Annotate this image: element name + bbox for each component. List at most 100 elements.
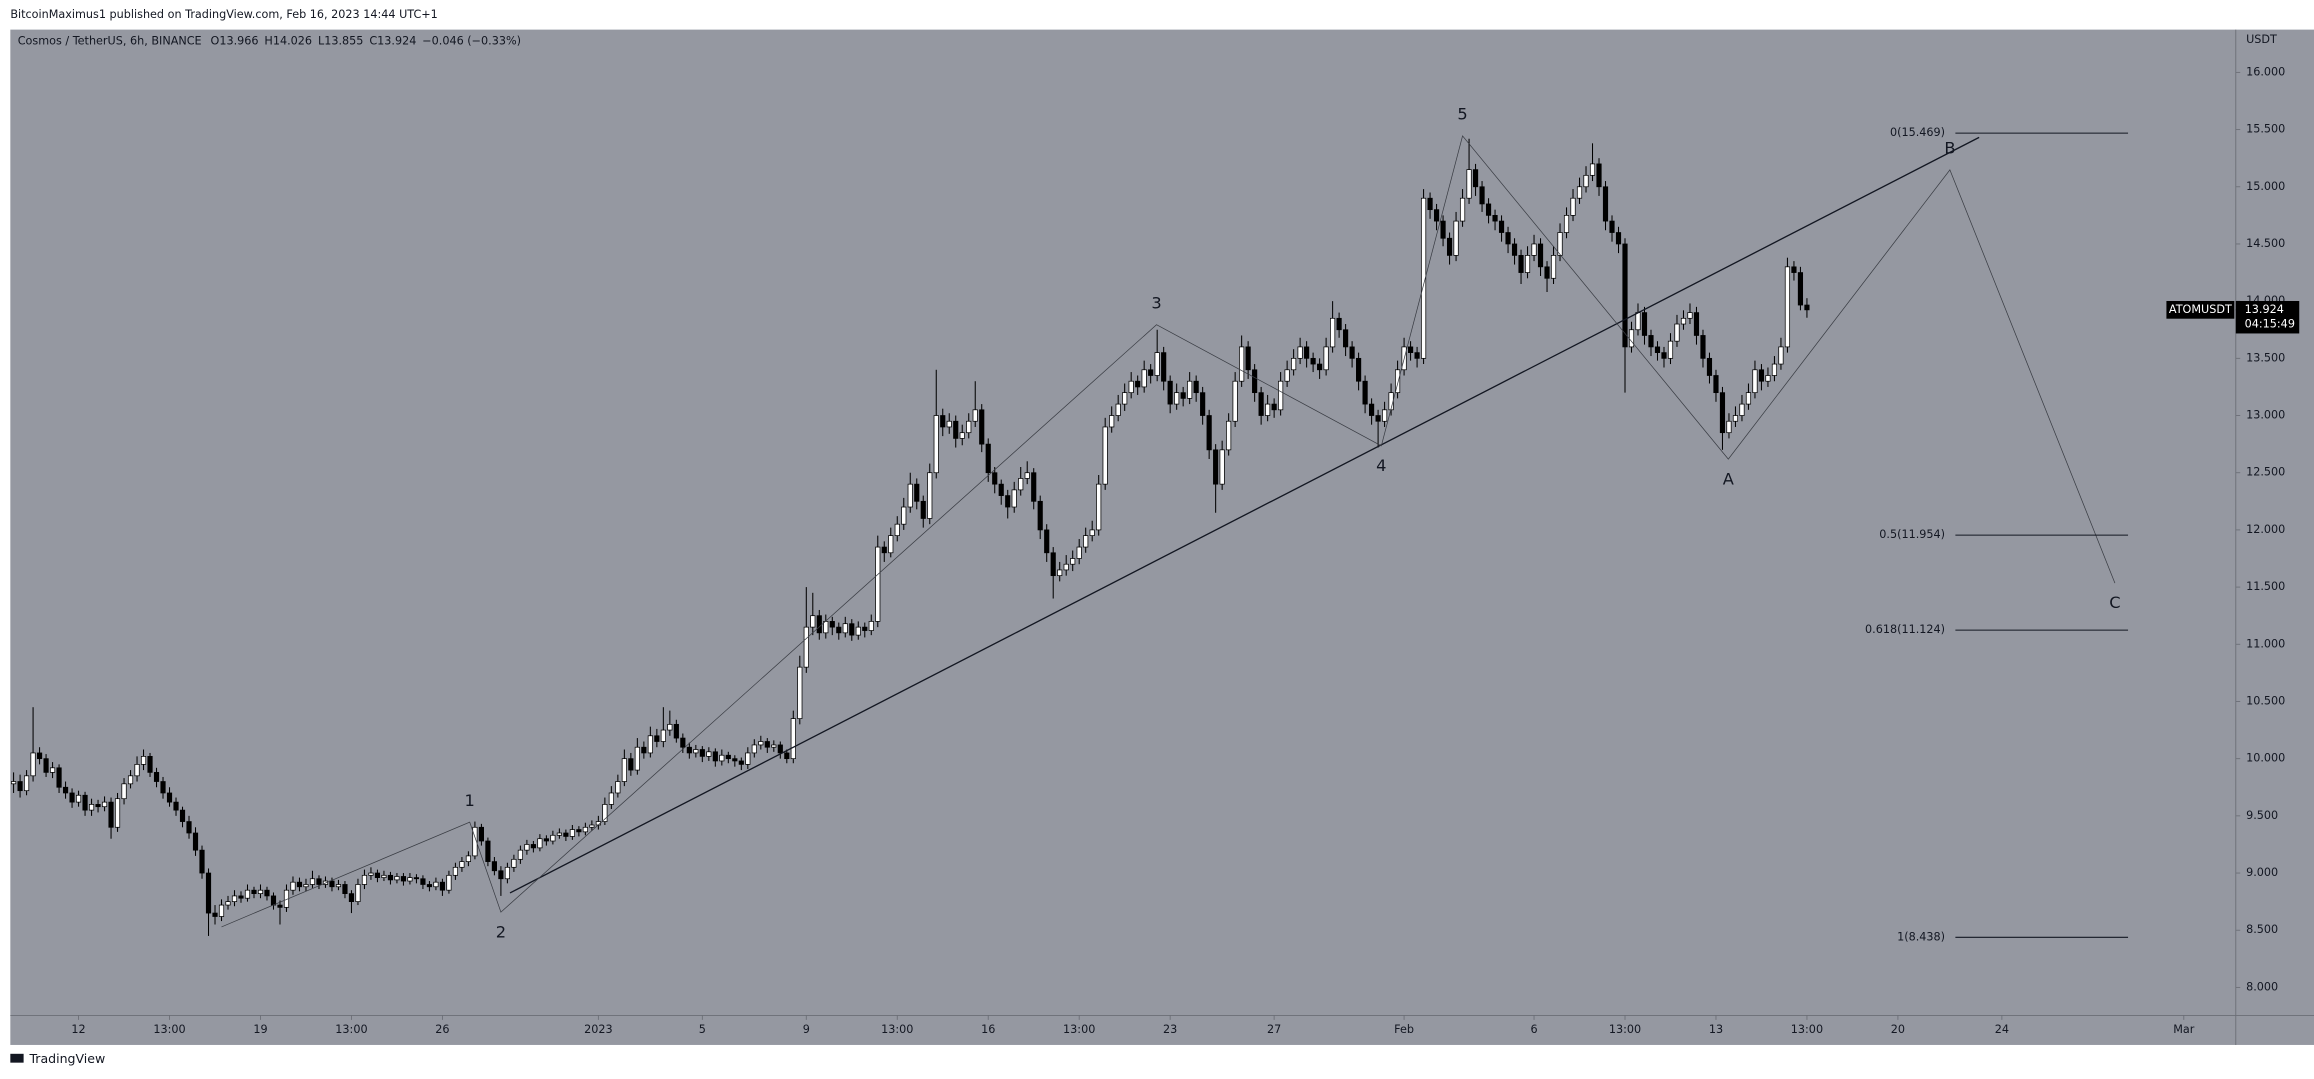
candle-body <box>589 824 595 828</box>
candle-body <box>238 895 244 899</box>
candle-body <box>1687 312 1693 319</box>
candle-body <box>719 754 725 762</box>
candle-body <box>1745 392 1752 405</box>
candle-body <box>36 752 43 760</box>
candle-body <box>426 884 433 888</box>
countdown: 04:15:49 <box>2245 318 2295 331</box>
candle-body <box>1317 363 1323 371</box>
candle-body <box>1518 255 1524 273</box>
y-tick-label: 9.500 <box>2246 809 2278 822</box>
candle-body <box>543 838 549 842</box>
candle-body <box>153 772 160 782</box>
candle-body <box>342 884 348 894</box>
candle-body <box>576 829 582 833</box>
candle-body <box>654 735 660 742</box>
candle-body <box>1193 380 1199 394</box>
candle-body <box>1732 415 1739 422</box>
candle-body <box>1635 312 1641 331</box>
candle-body <box>127 775 134 785</box>
x-tick-label: 16 <box>981 1023 995 1036</box>
candle-body <box>212 912 218 917</box>
candle-body <box>296 881 303 888</box>
candle-body <box>979 409 985 445</box>
candle-body <box>875 546 881 622</box>
x-tick-label: 5 <box>699 1023 706 1036</box>
x-tick-label: 13 <box>1709 1023 1723 1036</box>
candle-body <box>251 889 257 894</box>
candle-body <box>420 878 426 885</box>
candle-body <box>797 666 803 719</box>
candle-body <box>777 744 783 754</box>
chart-background <box>10 29 2314 1045</box>
wave-label: 2 <box>496 922 506 941</box>
candle-body <box>784 752 790 760</box>
symbol-legend: Cosmos / TetherUS, 6h, BINANCE O13.966 H14… <box>18 34 521 47</box>
candle-body <box>231 895 238 902</box>
candle-body <box>725 754 731 760</box>
candle-body <box>413 877 420 880</box>
candle-body <box>1570 197 1576 216</box>
candle-body <box>1167 380 1173 405</box>
candle-body <box>439 881 446 891</box>
candle-body <box>563 832 569 837</box>
candle-body <box>465 855 471 862</box>
x-tick-label: Feb <box>1394 1023 1414 1036</box>
wave-label: 1 <box>465 791 475 810</box>
candle-body <box>608 792 614 805</box>
candle-body <box>1037 500 1043 531</box>
candle-body <box>1096 483 1102 531</box>
candle-body <box>1498 220 1505 233</box>
candle-body <box>1609 220 1615 233</box>
candle-body <box>1765 375 1771 382</box>
candle-body <box>277 904 283 908</box>
candle-body <box>751 744 757 754</box>
price-box <box>2235 300 2300 334</box>
ohlc-label: O <box>211 34 220 47</box>
candle-body <box>712 751 718 762</box>
candle-body <box>205 872 212 914</box>
candle-body <box>1278 380 1284 411</box>
candle-body <box>946 420 952 428</box>
candle-body <box>62 786 69 794</box>
candle-body <box>790 718 796 760</box>
candle-body <box>1115 403 1121 416</box>
candle-body <box>1174 392 1180 405</box>
candle-body <box>381 874 387 878</box>
candle-body <box>862 626 868 631</box>
candle-body <box>1369 403 1375 416</box>
x-tick-label: 13:00 <box>335 1023 367 1036</box>
candle-body <box>1349 346 1355 359</box>
candle-body <box>933 415 939 474</box>
candle-body <box>329 880 335 888</box>
candle-body <box>101 801 108 808</box>
candle-body <box>1089 529 1095 536</box>
candle-body <box>511 858 517 868</box>
candle-body <box>355 884 361 902</box>
candle-body <box>1005 495 1011 508</box>
candle-body <box>1330 317 1336 348</box>
x-tick-label: 27 <box>1267 1023 1281 1036</box>
candle-body <box>1011 489 1017 508</box>
candle-body <box>1557 232 1563 256</box>
candle-body <box>433 881 439 888</box>
candle-body <box>621 758 627 782</box>
candle-body <box>1667 340 1674 359</box>
x-tick-label: 13:00 <box>1609 1023 1641 1036</box>
x-tick-label: 13:00 <box>153 1023 185 1036</box>
candle-body <box>1336 317 1342 331</box>
candle-body <box>361 874 368 885</box>
candle-body <box>1362 380 1368 405</box>
x-tick-label: 12 <box>71 1023 85 1036</box>
candle-body <box>1576 186 1583 199</box>
y-tick-label: 9.000 <box>2246 866 2278 879</box>
y-tick-label: 11.500 <box>2246 580 2285 593</box>
candle-body <box>524 844 530 851</box>
candle-body <box>290 881 296 891</box>
candle-body <box>1343 329 1349 348</box>
candle-body <box>1161 352 1167 382</box>
candle-body <box>43 758 49 773</box>
candle-body <box>868 621 874 631</box>
candle-body <box>1070 558 1076 565</box>
x-tick-label: 2023 <box>584 1023 613 1036</box>
candle-body <box>1200 392 1206 416</box>
